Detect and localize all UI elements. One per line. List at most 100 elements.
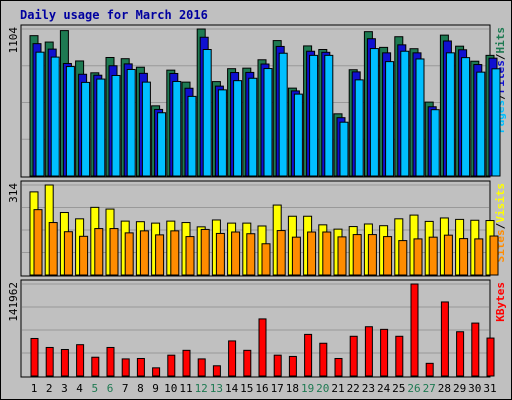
bar-kbytes-day-27 xyxy=(425,362,434,377)
bar-kbytes-day-21 xyxy=(334,357,343,377)
bar-sites-day-18 xyxy=(291,236,301,276)
x-tick-label: 14 xyxy=(225,382,239,395)
bar-sites-day-26 xyxy=(413,238,423,276)
bar-kbytes-day-3 xyxy=(60,349,69,377)
x-tick-label: 1 xyxy=(31,382,38,395)
bar-pages-day-20 xyxy=(324,54,334,177)
bar-kbytes-day-26 xyxy=(410,283,419,377)
x-tick-label: 24 xyxy=(377,382,391,395)
bar-kbytes-day-2 xyxy=(45,346,54,377)
bar-sites-day-12 xyxy=(200,228,210,276)
bar-pages-day-24 xyxy=(385,61,395,177)
x-axis-day-labels: 1 2 3 4 5 6 7 8 9 10 11 12 13 14 15 16 17 18 19 20 21 22 23 24 2… xyxy=(31,382,497,395)
bar-kbytes-day-29 xyxy=(456,331,465,377)
bar-sites-day-14 xyxy=(231,231,241,276)
bar-sites-day-16 xyxy=(261,243,271,276)
bar-kbytes-day-25 xyxy=(395,335,404,377)
bar-sites-day-4 xyxy=(79,235,89,276)
bar-pages-day-1 xyxy=(35,51,45,177)
bar-kbytes-day-24 xyxy=(380,328,389,377)
panel-hits-pages-files: 1104Pages/Files/Hits xyxy=(7,24,507,178)
bar-pages-day-29 xyxy=(461,57,471,177)
bar-sites-day-25 xyxy=(398,240,408,276)
bar-sites-day-30 xyxy=(474,238,484,276)
bar-sites-day-21 xyxy=(337,236,347,276)
x-tick-label: 28 xyxy=(438,382,451,395)
x-tick-label: 21 xyxy=(331,382,344,395)
bar-sites-day-23 xyxy=(367,234,377,276)
bar-sites-day-5 xyxy=(94,228,104,276)
bar-pages-day-19 xyxy=(309,54,319,177)
bar-kbytes-day-7 xyxy=(121,358,130,377)
bar-kbytes-day-13 xyxy=(212,365,221,377)
x-tick-label: 10 xyxy=(164,382,177,395)
x-tick-label: 6 xyxy=(107,382,114,395)
bar-kbytes-day-1 xyxy=(30,337,39,377)
bar-kbytes-day-10 xyxy=(167,354,176,377)
bar-sites-day-2 xyxy=(48,222,58,276)
bar-sites-day-11 xyxy=(185,236,195,276)
bar-kbytes-day-20 xyxy=(319,342,328,377)
x-tick-label: 16 xyxy=(255,382,268,395)
bar-sites-day-29 xyxy=(459,238,469,276)
bar-pages-day-9 xyxy=(157,112,167,177)
bar-pages-day-14 xyxy=(233,80,243,177)
x-tick-label: 15 xyxy=(240,382,253,395)
y-max-label: 141962 xyxy=(7,282,20,322)
x-tick-label: 9 xyxy=(152,382,159,395)
bar-sites-day-9 xyxy=(155,234,165,276)
x-tick-label: 3 xyxy=(61,382,68,395)
bar-sites-day-28 xyxy=(443,234,453,276)
x-tick-label: 5 xyxy=(91,382,98,395)
x-tick-label: 11 xyxy=(179,382,192,395)
bar-kbytes-day-17 xyxy=(273,354,282,377)
x-tick-label: 29 xyxy=(453,382,466,395)
x-tick-label: 26 xyxy=(407,382,420,395)
bar-pages-day-22 xyxy=(354,79,364,177)
bar-pages-day-12 xyxy=(202,49,212,177)
bar-kbytes-day-18 xyxy=(288,355,297,377)
y-max-label: 314 xyxy=(7,183,20,203)
bar-sites-day-3 xyxy=(63,231,73,276)
bar-pages-day-27 xyxy=(430,109,440,177)
bar-sites-day-8 xyxy=(139,230,149,276)
bar-kbytes-day-4 xyxy=(76,344,85,377)
x-tick-label: 30 xyxy=(468,382,481,395)
chart-title: Daily usage for March 2016 xyxy=(20,8,208,22)
bar-pages-day-2 xyxy=(50,56,60,177)
bar-kbytes-day-11 xyxy=(182,349,191,377)
x-tick-label: 25 xyxy=(392,382,405,395)
legend-item: Visits xyxy=(494,183,507,223)
x-tick-label: 13 xyxy=(210,382,223,395)
x-tick-label: 8 xyxy=(137,382,144,395)
bar-kbytes-day-30 xyxy=(471,322,480,377)
panel-legend: KBytes xyxy=(494,282,507,322)
bar-sites-day-6 xyxy=(109,228,119,276)
x-tick-label: 23 xyxy=(362,382,375,395)
bar-kbytes-day-31 xyxy=(486,337,495,377)
bar-kbytes-day-5 xyxy=(91,356,100,377)
bar-pages-day-6 xyxy=(111,74,121,177)
bar-pages-day-31 xyxy=(491,68,501,177)
bar-pages-day-18 xyxy=(293,93,303,177)
bar-kbytes-day-22 xyxy=(349,335,358,377)
bar-pages-day-7 xyxy=(126,68,136,177)
bar-pages-day-5 xyxy=(96,78,106,177)
bar-sites-day-19 xyxy=(307,231,317,276)
x-tick-label: 4 xyxy=(76,382,83,395)
bar-pages-day-10 xyxy=(172,80,182,177)
x-tick-label: 20 xyxy=(316,382,329,395)
x-tick-label: 19 xyxy=(301,382,314,395)
bar-pages-day-21 xyxy=(339,121,349,177)
bar-pages-day-26 xyxy=(415,58,425,177)
bar-kbytes-day-14 xyxy=(228,340,237,377)
bar-pages-day-23 xyxy=(369,48,379,177)
bar-kbytes-day-28 xyxy=(440,301,449,377)
x-tick-label: 2 xyxy=(46,382,53,395)
x-tick-label: 31 xyxy=(483,382,496,395)
legend-item: / xyxy=(494,222,507,229)
bar-pages-day-15 xyxy=(248,77,258,177)
